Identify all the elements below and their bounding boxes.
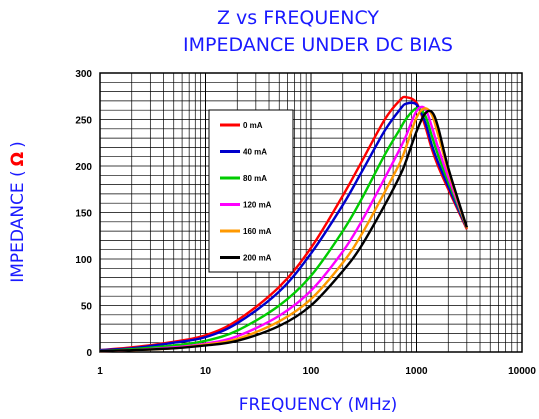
legend-label: 0 mA — [243, 121, 263, 130]
x-tick-label: 100 — [303, 366, 320, 377]
x-axis-label: FREQUENCY (MHz) — [239, 395, 398, 415]
legend-label: 200 mA — [243, 254, 272, 263]
series-line-200-ma — [99, 109, 468, 353]
y-tick-label: 0 — [86, 348, 92, 359]
x-tick-label: 10 — [200, 366, 212, 377]
y-tick-label: 50 — [81, 302, 93, 313]
y-axis-label-close: ) — [8, 141, 28, 148]
y-tick-label: 200 — [75, 162, 92, 173]
legend-label: 160 mA — [243, 227, 272, 236]
legend: 0 mA 40 mA 80 mA 120 mA 160 mA 200 mA — [208, 109, 294, 273]
y-tick-label: 300 — [75, 69, 92, 80]
y-axis-label: IMPEDANCE ( Ω) — [8, 141, 28, 283]
legend-label: 80 mA — [243, 174, 267, 183]
series-line-80-ma — [99, 107, 468, 353]
series-line-40-ma — [99, 101, 468, 352]
series-lines — [99, 95, 468, 353]
y-axis-label-text: IMPEDANCE ( — [8, 170, 28, 282]
y-tick-label: 150 — [75, 209, 92, 220]
legend-label: 120 mA — [243, 201, 272, 210]
x-tick-label: 10000 — [508, 366, 536, 377]
x-tick-label: 1000 — [405, 366, 428, 377]
x-tick-labels: 1 10 100 1000 10000 — [97, 366, 536, 377]
legend-box — [208, 109, 294, 273]
svg-text:IMPEDANCE (Ω): IMPEDANCE ( Ω) — [8, 141, 28, 283]
chart-subtitle: IMPEDANCE UNDER DC BIAS — [183, 34, 453, 56]
series-line-0-ma — [99, 95, 468, 352]
ohm-symbol: Ω — [8, 152, 28, 166]
x-tick-label: 1 — [97, 366, 103, 377]
plot-frame — [99, 72, 523, 353]
y-tick-label: 250 — [75, 116, 92, 127]
y-tick-labels: 0 50 100 150 200 250 300 — [75, 69, 92, 359]
y-tick-label: 100 — [75, 255, 92, 266]
chart-title: Z vs FREQUENCY — [217, 7, 379, 29]
legend-label: 40 mA — [243, 148, 267, 157]
